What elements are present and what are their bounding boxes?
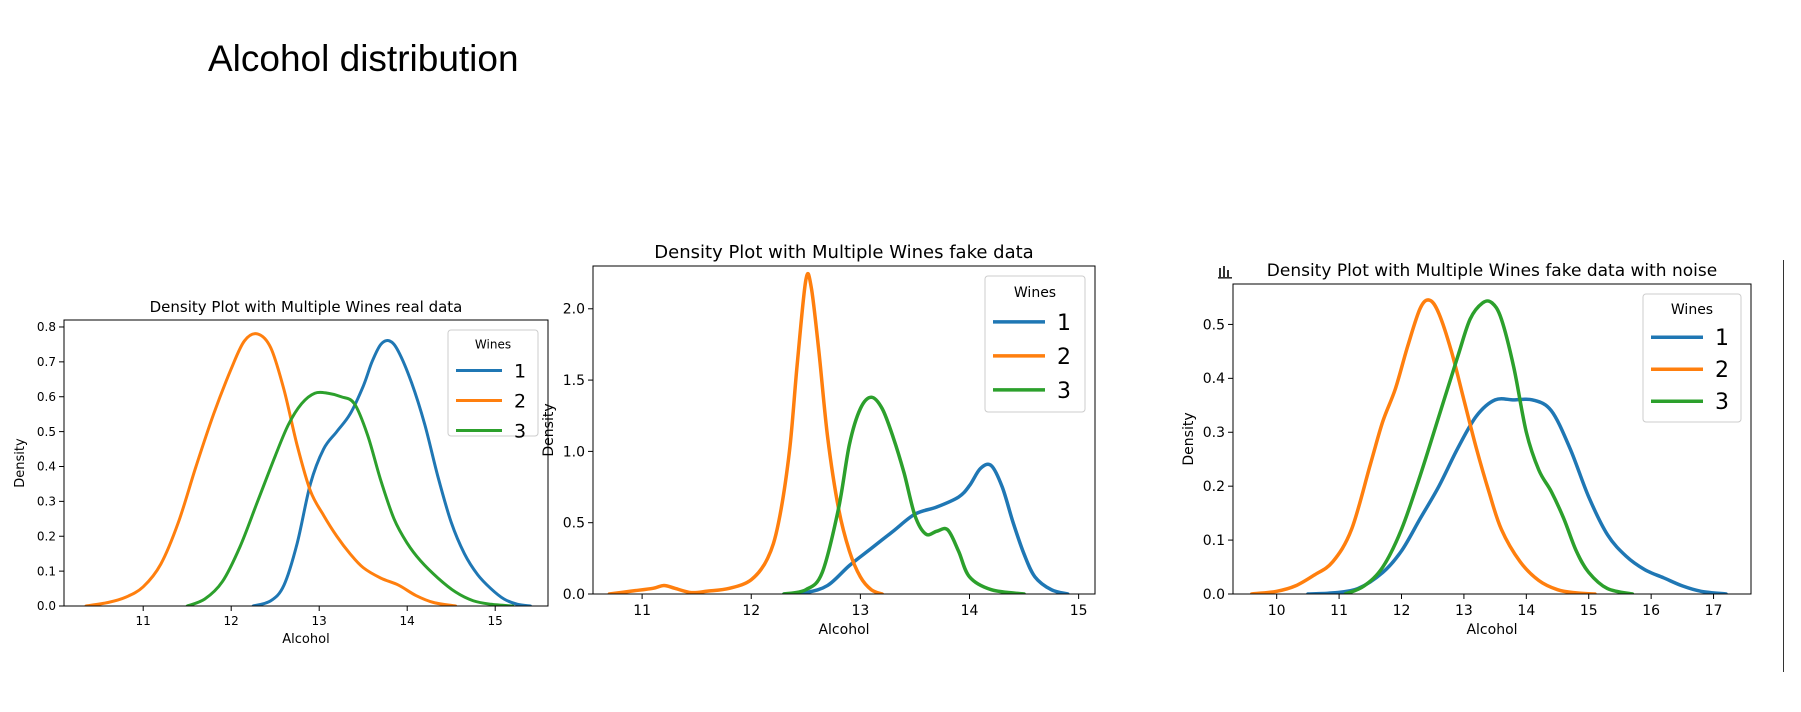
x-tick-label: 11 — [1330, 603, 1348, 619]
x-axis-label: Alcohol — [1466, 622, 1517, 638]
x-tick-label: 13 — [851, 603, 869, 619]
legend-entry-1: 1 — [1715, 326, 1729, 351]
series-line-1 — [782, 462, 1070, 594]
fake-data-density-chart: Density Plot with Multiple Wines fake da… — [541, 242, 1096, 638]
y-tick-label: 0.0 — [1203, 587, 1225, 603]
y-tick-label: 0.5 — [563, 516, 585, 532]
y-tick-label: 0.4 — [37, 460, 56, 474]
series-line-3 — [1343, 299, 1635, 594]
legend-entry-2: 2 — [1715, 358, 1729, 383]
x-tick-label: 15 — [1070, 603, 1088, 619]
y-tick-label: 2.0 — [563, 302, 585, 318]
fake-data-noise-density-chart: Density Plot with Multiple Wines fake da… — [1181, 261, 1752, 638]
x-tick-label: 11 — [633, 603, 651, 619]
x-tick-label: 13 — [312, 614, 327, 628]
x-tick-label: 13 — [1455, 603, 1473, 619]
series-line-1 — [251, 338, 532, 606]
y-tick-label: 0.0 — [37, 599, 56, 613]
legend-entry-3: 3 — [514, 420, 526, 442]
y-tick-label: 0.8 — [37, 320, 56, 334]
legend-title: Wines — [475, 338, 511, 352]
y-tick-label: 1.0 — [563, 444, 585, 460]
legend-entry-3: 3 — [1057, 379, 1071, 404]
y-tick-label: 0.0 — [563, 587, 585, 603]
axes-frame — [1232, 283, 1752, 595]
legend-entry-2: 2 — [514, 390, 526, 412]
y-tick-label: 0.5 — [1203, 317, 1225, 333]
x-tick-label: 14 — [1517, 603, 1535, 619]
legend-box — [984, 275, 1086, 413]
legend-entry-1: 1 — [514, 360, 526, 382]
x-tick-label: 10 — [1268, 603, 1286, 619]
legend-title: Wines — [1014, 285, 1056, 301]
series-line-1 — [1306, 396, 1728, 594]
y-tick-label: 0.5 — [37, 425, 56, 439]
y-tick-label: 0.1 — [1203, 533, 1225, 549]
panel-divider — [1783, 260, 1784, 672]
axes-frame — [63, 319, 549, 607]
y-axis-label: Density — [541, 403, 557, 456]
x-axis-label: Alcohol — [818, 622, 869, 638]
series-line-2 — [607, 271, 884, 594]
y-tick-label: 0.2 — [1203, 479, 1225, 495]
series-line-3 — [782, 395, 1026, 594]
bar-chart-icon[interactable] — [1218, 265, 1234, 279]
x-tick-label: 11 — [136, 614, 151, 628]
chart-title: Density Plot with Multiple Wines fake da… — [654, 242, 1033, 263]
y-axis-label: Density — [13, 438, 28, 488]
x-tick-label: 12 — [742, 603, 760, 619]
y-tick-label: 0.2 — [37, 529, 56, 543]
y-tick-label: 1.5 — [563, 373, 585, 389]
series-line-3 — [185, 390, 515, 606]
series-line-2 — [84, 332, 458, 606]
real-data-density-chart: Density Plot with Multiple Wines real da… — [13, 298, 549, 647]
x-tick-label: 14 — [961, 603, 979, 619]
chart-title: Density Plot with Multiple Wines fake da… — [1267, 261, 1717, 281]
legend-entry-3: 3 — [1715, 390, 1729, 415]
x-tick-label: 12 — [224, 614, 239, 628]
x-tick-label: 17 — [1705, 603, 1723, 619]
x-tick-label: 14 — [400, 614, 415, 628]
y-tick-label: 0.4 — [1203, 371, 1225, 387]
y-tick-label: 0.3 — [37, 495, 56, 509]
chart-title: Density Plot with Multiple Wines real da… — [150, 298, 463, 316]
legend-title: Wines — [1671, 302, 1713, 318]
legend-box — [1642, 293, 1742, 423]
legend-entry-1: 1 — [1057, 311, 1071, 336]
legend-box — [447, 329, 539, 437]
y-axis-label: Density — [1181, 412, 1197, 465]
x-tick-label: 15 — [1580, 603, 1598, 619]
y-tick-label: 0.3 — [1203, 425, 1225, 441]
x-tick-label: 15 — [488, 614, 503, 628]
y-tick-label: 0.1 — [37, 564, 56, 578]
series-line-2 — [1249, 298, 1597, 594]
axes-frame — [592, 265, 1096, 595]
y-tick-label: 0.6 — [37, 390, 56, 404]
x-tick-label: 12 — [1393, 603, 1411, 619]
legend-entry-2: 2 — [1057, 345, 1071, 370]
page-title: Alcohol distribution — [208, 38, 519, 79]
x-axis-label: Alcohol — [282, 632, 329, 647]
y-tick-label: 0.7 — [37, 355, 56, 369]
x-tick-label: 16 — [1642, 603, 1660, 619]
